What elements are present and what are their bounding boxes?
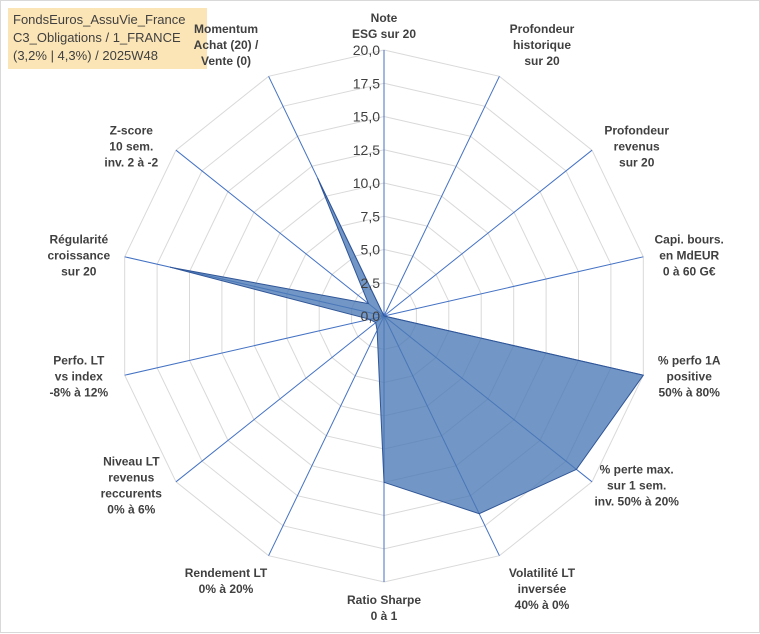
tick-label-7: 17,5 <box>353 75 380 91</box>
axis-spoke-3 <box>383 256 644 317</box>
axis-label-4: % perfo 1A positive 50% à 80% <box>658 354 721 400</box>
axis-spoke-8 <box>268 315 385 556</box>
axis-label-10: Perfo. LT vs index -8% à 12% <box>49 354 108 400</box>
axis-label-0: Note ESG sur 20 <box>352 11 416 41</box>
tick-label-8: 20,0 <box>353 42 380 58</box>
axis-label-5: % perte max. sur 1 sem. inv. 50% à 20% <box>594 463 679 509</box>
axis-label-9: Niveau LT revenus reccurents 0% à 6% <box>101 455 163 517</box>
axis-spoke-2 <box>383 149 593 317</box>
tick-label-4: 10,0 <box>353 175 380 191</box>
axis-label-3: Capi. bours. en MdEUR 0 à 60 G€ <box>655 233 724 279</box>
tick-label-5: 12,5 <box>353 142 380 158</box>
tick-label-2: 5,0 <box>361 242 381 258</box>
axis-label-1: Profondeur historique sur 20 <box>510 22 575 68</box>
chart-title-box: FondsEuros_AssuVie_France C3_Obligations… <box>8 8 207 69</box>
axis-spoke-9 <box>175 315 385 483</box>
axis-label-2: Profondeur revenus sur 20 <box>604 123 669 169</box>
tick-label-0: 0,0 <box>361 308 381 324</box>
tick-label-6: 15,0 <box>353 109 380 125</box>
axis-label-7: Ratio Sharpe 0 à 1 <box>347 593 421 623</box>
axis-label-6: Volatilité LT inversée 40% à 0% <box>509 566 576 612</box>
axis-spoke-1 <box>383 76 500 317</box>
chart-title-line-3: (3,2% | 4,3%) / 2025W48 <box>13 48 159 63</box>
chart-title-line-1: FondsEuros_AssuVie_France <box>13 12 186 27</box>
axis-label-12: Z-score 10 sem. inv. 2 à -2 <box>104 123 158 169</box>
radar-tick-labels: 0,0 2,5 5,0 7,5 10,0 12,5 15,0 17,5 20,0 <box>353 42 380 324</box>
axis-label-8: Rendement LT 0% à 20% <box>185 566 268 596</box>
tick-label-1: 2,5 <box>361 275 381 291</box>
axis-label-13: Momentum Achat (20) / Vente (0) <box>194 22 259 68</box>
axis-spoke-12 <box>175 149 385 317</box>
radar-series <box>169 177 645 515</box>
axis-spoke-10 <box>124 315 385 376</box>
chart-title-line-2: C3_Obligations / 1_FRANCE <box>13 30 181 45</box>
series-area-0 <box>169 177 645 515</box>
axis-label-11: Régularité croissance sur 20 <box>47 233 110 279</box>
radar-axis-labels: Note ESG sur 20 Profondeur historique sur 20… <box>47 11 723 623</box>
tick-label-3: 7,5 <box>361 208 381 224</box>
